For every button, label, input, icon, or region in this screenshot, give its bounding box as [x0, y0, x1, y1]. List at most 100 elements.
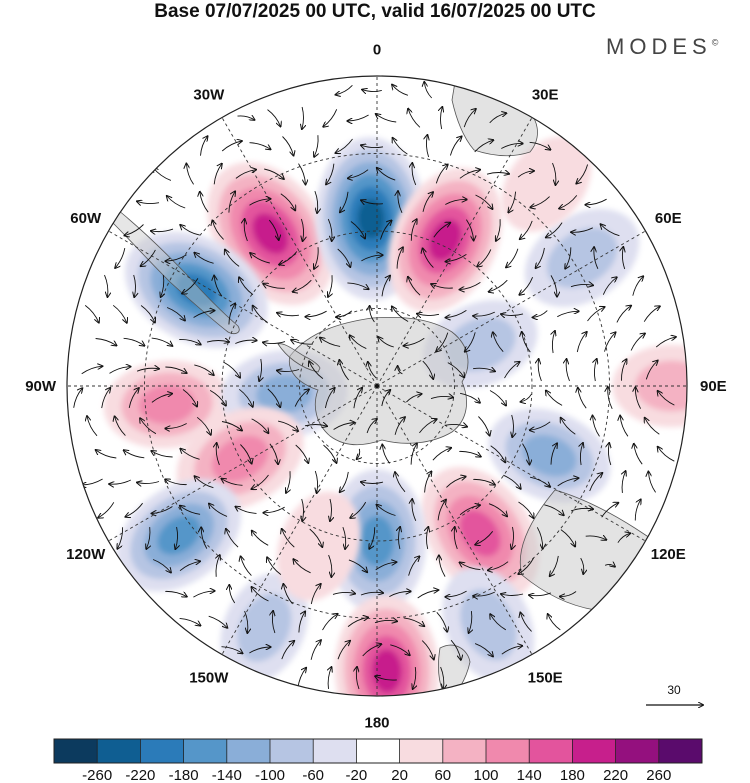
wind-arrow: [361, 200, 383, 204]
wind-arrow: [362, 644, 382, 657]
colorbar-segment: [356, 739, 400, 763]
wind-arrow: [412, 163, 417, 186]
wind-arrow: [622, 471, 626, 493]
wind-arrow: [302, 498, 304, 521]
anomaly-contour: [372, 649, 402, 693]
wind-arrow: [193, 311, 215, 318]
wind-arrow: [223, 362, 240, 377]
wind-arrow: [422, 360, 433, 379]
wind-arrow: [608, 387, 613, 410]
wind-arrow: [294, 389, 309, 407]
wind-arrow: [445, 590, 467, 597]
wind-arrow: [342, 526, 346, 549]
wind-arrow: [410, 443, 417, 465]
wind-arrow: [529, 592, 552, 596]
wind-arrow: [634, 444, 643, 465]
wind-arrow: [140, 418, 157, 435]
longitude-label: 60E: [655, 210, 682, 227]
wind-arrow: [128, 388, 139, 408]
wind-arrow: [489, 390, 506, 406]
wind-arrow: [377, 168, 396, 181]
wind-arrow: [109, 479, 131, 484]
wind-arrow: [200, 192, 209, 213]
meridian-line: [108, 230, 378, 387]
wind-arrow: [293, 559, 311, 574]
wind-arrow: [617, 533, 630, 543]
antarctica-land: [288, 316, 469, 446]
wind-arrow: [196, 416, 211, 434]
wind-arrow: [490, 445, 506, 463]
wind-arrow: [269, 443, 278, 464]
wind-arrow: [501, 646, 522, 655]
longitude-label: 150W: [189, 669, 229, 686]
wind-arrow: [522, 332, 531, 353]
wind-arrow: [249, 142, 271, 150]
wind-arrow: [165, 423, 187, 429]
wind-arrow: [536, 247, 545, 268]
longitude-label: 150E: [528, 669, 563, 686]
wind-arrow: [395, 472, 406, 493]
wind-arrow: [212, 221, 224, 240]
wind-arrow: [249, 199, 271, 206]
reference-vector: 30: [646, 683, 703, 705]
wind-arrow: [550, 555, 559, 576]
wind-arrow: [559, 195, 578, 208]
anomaly-contour: [256, 374, 313, 414]
wind-arrow: [520, 613, 532, 632]
wind-arrow: [406, 394, 421, 403]
wind-arrow: [250, 253, 270, 264]
wind-arrow: [550, 275, 557, 296]
wind-arrow: [616, 306, 631, 323]
wind-arrow: [381, 390, 390, 407]
wind-arrow: [332, 592, 355, 594]
wind-arrow: [333, 423, 355, 430]
wind-arrow: [459, 170, 480, 179]
wind-arrow: [96, 450, 117, 459]
wind-arrow: [424, 82, 433, 99]
wind-arrow: [239, 388, 252, 406]
wind-arrow: [253, 306, 268, 323]
wind-arrow: [431, 284, 453, 288]
wind-arrow: [360, 592, 383, 595]
colorbar-tick-label: 20: [391, 767, 408, 783]
wind-arrow: [340, 471, 349, 492]
wind-arrow: [322, 614, 338, 631]
colorbar-segment: [270, 739, 314, 763]
wind-arrow: [398, 366, 403, 375]
wind-arrow: [361, 482, 384, 484]
wind-arrow: [538, 359, 542, 382]
wind-arrow: [361, 255, 382, 262]
wind-arrow: [375, 676, 397, 680]
wind-arrow: [236, 507, 257, 514]
wind-arrow: [571, 227, 594, 232]
wind-arrow: [413, 667, 416, 689]
wind-arrow: [381, 276, 390, 297]
colorbar: -260 -220 -180 -140 -100 -60 -20 20 60 100 140 180 2…: [53, 738, 703, 783]
anomaly-contour: [157, 515, 201, 555]
wind-arrow: [375, 562, 397, 571]
longitude-label: 90W: [25, 378, 57, 395]
colorbar-tick-label: 220: [603, 767, 628, 783]
wind-arrow: [362, 90, 382, 92]
wind-arrow: [182, 389, 197, 407]
wind-arrow: [436, 611, 447, 631]
wind-arrow: [229, 585, 236, 604]
wind-arrow: [380, 221, 392, 240]
colorbar-frame: [53, 738, 703, 764]
colorbar-segment: [529, 739, 573, 763]
wind-arrow: [179, 561, 200, 572]
wind-arrow: [115, 416, 126, 436]
wind-arrow: [298, 612, 305, 633]
wind-arrow: [348, 169, 369, 179]
wind-arrow: [336, 310, 353, 317]
wind-arrow: [459, 450, 480, 456]
wind-arrow: [403, 617, 424, 626]
anomaly-center: [124, 231, 268, 349]
wind-arrow: [376, 114, 397, 123]
wind-arrow: [146, 527, 150, 549]
wind-arrow: [180, 449, 200, 460]
wind-arrow: [512, 526, 514, 549]
wind-arrow: [496, 219, 500, 241]
colorbar-tick-label: -260: [82, 767, 112, 783]
